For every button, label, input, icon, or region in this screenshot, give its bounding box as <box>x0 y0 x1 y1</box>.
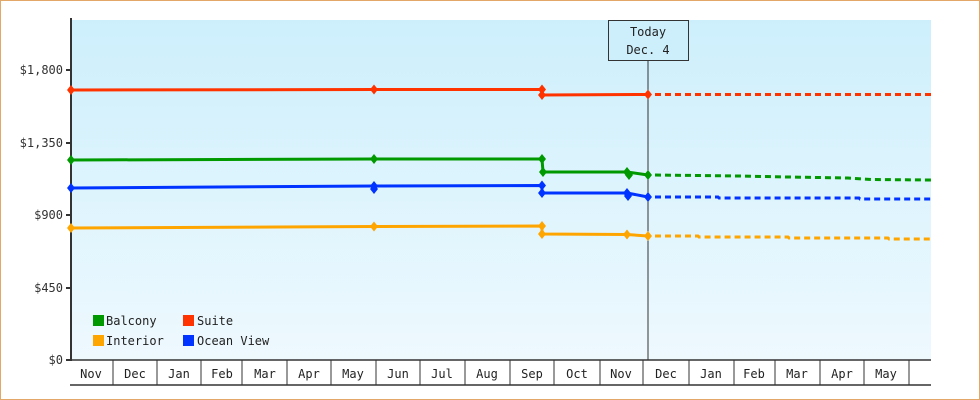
month-label: Jul <box>431 367 453 381</box>
legend-label-ocean-view: Ocean View <box>197 334 270 348</box>
y-ticks: $0 $450 $900 $1,350 $1,800 <box>20 63 71 367</box>
month-label: Apr <box>831 367 853 381</box>
legend-item-suite[interactable]: Suite <box>183 314 233 328</box>
legend-item-interior[interactable]: Interior <box>93 334 164 348</box>
month-label: Oct <box>566 367 588 381</box>
ocean-view-swatch-icon <box>183 335 194 346</box>
interior-swatch-icon <box>93 335 104 346</box>
y-tick-label: $1,350 <box>20 136 63 150</box>
series-interior <box>67 221 931 241</box>
today-date: Dec. 4 <box>626 43 669 57</box>
today-label: Today <box>630 25 666 39</box>
legend: Balcony Suite Interior Ocean View <box>93 314 270 348</box>
y-tick-label: $0 <box>49 353 63 367</box>
month-label: Jan <box>700 367 722 381</box>
suite-swatch-icon <box>183 315 194 326</box>
legend-label-interior: Interior <box>106 334 164 348</box>
y-tick-label: $900 <box>34 208 63 222</box>
x-axis-months: Nov Dec Jan Feb Mar Apr May Jun Jul Aug … <box>70 359 931 386</box>
month-label: May <box>875 367 897 381</box>
y-tick-label: $450 <box>34 281 63 295</box>
legend-label-balcony: Balcony <box>106 314 157 328</box>
month-label: Dec <box>655 367 677 381</box>
month-label: Sep <box>521 367 543 381</box>
month-label: Feb <box>211 367 233 381</box>
month-label: May <box>342 367 364 381</box>
month-label: Dec <box>124 367 146 381</box>
legend-item-ocean-view[interactable]: Ocean View <box>183 334 270 348</box>
month-label: Mar <box>254 367 276 381</box>
balcony-swatch-icon <box>93 315 104 326</box>
month-label: Nov <box>80 367 102 381</box>
y-tick-label: $1,800 <box>20 63 63 77</box>
series-suite <box>67 84 931 100</box>
month-label: Apr <box>298 367 320 381</box>
month-label: Feb <box>743 367 765 381</box>
legend-item-balcony[interactable]: Balcony <box>93 314 157 328</box>
series-ocean-view <box>67 180 931 202</box>
month-label: Jan <box>168 367 190 381</box>
month-label: Jun <box>387 367 409 381</box>
plot-area <box>71 20 931 360</box>
month-label: Mar <box>786 367 808 381</box>
today-marker: Today Dec. 4 <box>608 20 689 61</box>
month-label: Aug <box>476 367 498 381</box>
month-label: Nov <box>610 367 632 381</box>
series-balcony <box>67 154 932 182</box>
legend-label-suite: Suite <box>197 314 233 328</box>
